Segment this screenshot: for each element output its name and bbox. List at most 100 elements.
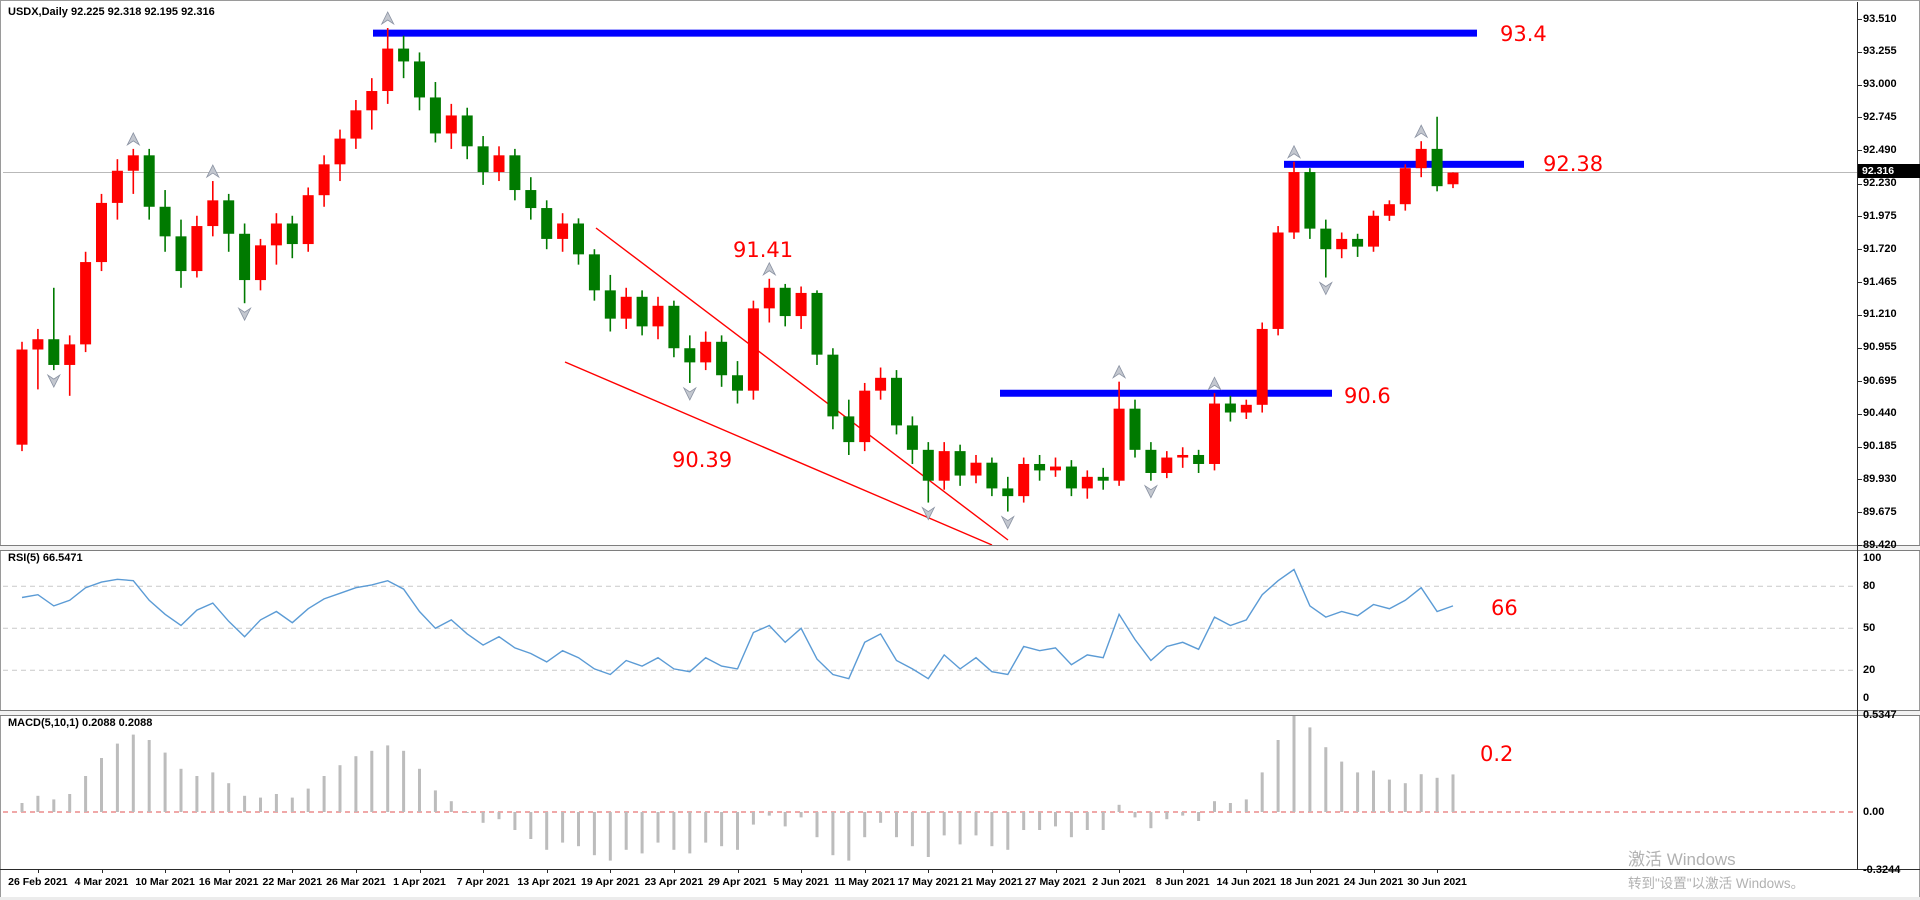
macd-histogram-bar: [529, 812, 533, 839]
macd-histogram-bar: [799, 812, 803, 818]
macd-histogram-bar: [68, 794, 72, 812]
candle-body: [1034, 463, 1046, 471]
candle-body: [207, 200, 219, 227]
candle-body: [573, 223, 584, 255]
date-tick-label: 26 Mar 2021: [326, 876, 386, 888]
macd-histogram-bar: [433, 790, 437, 812]
candle-body: [1193, 454, 1205, 464]
candle-body: [159, 206, 171, 237]
macd-histogram-bar: [1372, 770, 1375, 812]
rsi-indicator-label: RSI(5) 66.5471: [8, 552, 83, 564]
macd-histogram-bar: [990, 812, 994, 847]
channel-lower-trendline: [564, 361, 993, 546]
macd-histogram-bar: [1403, 783, 1407, 812]
macd-histogram-bar: [20, 803, 24, 812]
macd-histogram-bar: [1069, 812, 1073, 838]
price-tick-label: 90.185: [1863, 440, 1897, 453]
price-tick-mark: [1857, 347, 1862, 349]
fractal-up-arrow: [762, 261, 777, 276]
candle-body: [859, 390, 871, 443]
date-tick-mark: [483, 869, 485, 873]
price-tick-label: 91.210: [1863, 308, 1897, 321]
horizontal-level-line: [373, 29, 1477, 37]
rsi-macd-separator[interactable]: [0, 710, 1920, 716]
channel-upper-trendline: [595, 227, 1009, 541]
date-tick-mark: [37, 869, 39, 873]
price-tick-label: 90.955: [1863, 341, 1897, 354]
macd-tick-label: -0.3244: [1863, 863, 1901, 876]
price-tick-label: 90.695: [1863, 374, 1897, 387]
price-tick-label: 89.420: [1863, 538, 1897, 551]
date-tick-label: 10 Mar 2021: [135, 876, 195, 888]
date-tick-label: 2 Jun 2021: [1092, 876, 1146, 888]
price-tick-mark: [1857, 446, 1862, 448]
date-tick-mark: [928, 869, 930, 873]
symbol-title: USDX,Daily 92.225 92.318 92.195 92.316: [8, 6, 215, 18]
macd-histogram-bar: [831, 812, 835, 856]
macd-histogram-bar: [195, 776, 199, 812]
macd-histogram-bar: [84, 776, 88, 812]
windows-activation-watermark: 激活 Windows: [1628, 850, 1736, 869]
price-tick-label: 93.255: [1863, 45, 1897, 58]
price-tick-mark: [1857, 479, 1862, 481]
fractal-up-arrow: [126, 131, 141, 147]
macd-histogram-bar: [879, 812, 883, 823]
candle-body: [493, 155, 505, 173]
price-tick-label: 92.490: [1863, 143, 1897, 156]
date-tick-mark: [101, 869, 103, 873]
macd-histogram-bar: [1451, 774, 1455, 812]
macd-histogram-bar: [640, 812, 644, 854]
date-tick-label: 14 Jun 2021: [1216, 876, 1277, 888]
macd-histogram-bar: [974, 812, 978, 836]
fractal-down-arrow: [1318, 281, 1333, 296]
channel-upper-label: 91.41: [733, 238, 794, 262]
macd-histogram-bar: [322, 776, 326, 812]
candle-body: [1177, 454, 1189, 458]
date-tick-mark: [991, 869, 993, 873]
candle-body: [1352, 238, 1364, 247]
macd-histogram-bar: [815, 812, 819, 838]
fractal-down-arrow: [1000, 515, 1015, 530]
macd-histogram-bar: [1054, 812, 1057, 827]
rsi-tick-label: 0: [1863, 691, 1870, 704]
price-axis-border: [1857, 2, 1858, 870]
macd-histogram-bar: [863, 812, 867, 838]
candle-body: [1018, 463, 1030, 497]
macd-histogram-bar: [259, 797, 262, 812]
price-tick-label: 93.510: [1863, 12, 1897, 25]
price-tick-mark: [1857, 216, 1862, 218]
macd-histogram-bar: [545, 812, 549, 850]
candle-body: [1002, 488, 1014, 497]
main-rsi-separator[interactable]: [0, 545, 1920, 551]
candle-body: [191, 226, 203, 272]
candle-body: [16, 349, 28, 445]
candle-body: [1320, 228, 1332, 250]
candle-body: [175, 236, 187, 272]
macd-histogram-bar: [608, 812, 612, 861]
price-tick-label: 92.745: [1863, 110, 1897, 123]
macd-histogram-bar: [1244, 799, 1248, 812]
candle-body: [954, 451, 966, 476]
macd-histogram-bar: [1117, 804, 1121, 812]
macd-histogram-bar: [1340, 761, 1344, 812]
macd-histogram-bar: [211, 772, 215, 812]
date-tick-label: 23 Apr 2021: [644, 876, 704, 888]
macd-histogram-bar: [736, 812, 739, 850]
candle-body: [429, 97, 441, 134]
candle-body: [525, 190, 537, 209]
price-tick-mark: [1857, 19, 1862, 20]
candle-body: [652, 305, 664, 327]
macd-histogram-bar: [402, 750, 406, 812]
candle-body: [350, 110, 362, 139]
candle-body: [732, 375, 743, 391]
macd-histogram-bar: [1324, 747, 1328, 812]
date-tick-mark: [1119, 869, 1121, 873]
candle-body: [1161, 457, 1173, 473]
date-tick-mark: [1373, 869, 1375, 873]
macd-histogram-bar: [465, 812, 469, 813]
bottom-strip: [0, 897, 1920, 900]
resistance-93-4-label: 93.4: [1500, 22, 1547, 46]
date-tick-label: 1 Apr 2021: [393, 876, 446, 888]
macd-histogram-bar: [1292, 715, 1296, 812]
